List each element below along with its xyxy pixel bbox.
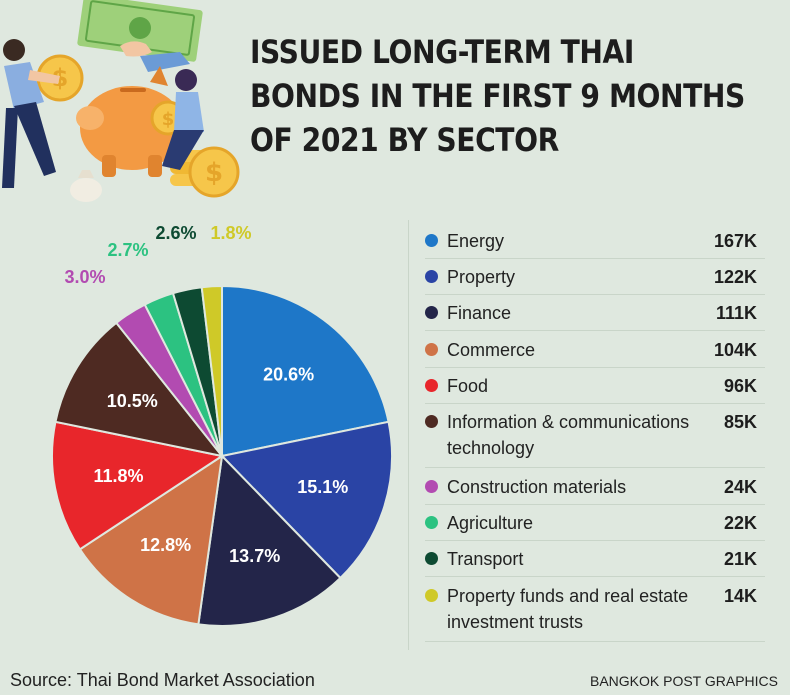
pie-percent-label: 2.6% (155, 223, 196, 243)
pie-percent-label: 2.7% (107, 240, 148, 260)
pie-percent-label: 15.1% (297, 477, 348, 497)
pie-slice-energy (221, 284, 390, 458)
pie-slice-food (51, 420, 225, 551)
legend-swatch-icon (425, 306, 438, 319)
legend-swatch-icon (425, 516, 438, 529)
legend-value: 14K (723, 586, 757, 606)
legend-value: 104K (713, 340, 757, 360)
pie-slice-finance (197, 453, 342, 627)
source-note: Source: Thai Bond Market Association (10, 670, 315, 690)
legend-label: Property (447, 267, 516, 287)
money-bag-icon (70, 170, 102, 202)
pie-percent-label: 12.8% (140, 535, 191, 555)
legend-label: Transport (447, 549, 524, 569)
legend-swatch-icon (425, 480, 438, 493)
pie-percent-label: 3.0% (64, 267, 105, 287)
legend-row-divider (425, 367, 765, 368)
svg-text:$: $ (205, 158, 223, 188)
divider (408, 220, 409, 650)
legend-value: 111K (715, 303, 757, 323)
legend-label: Energy (447, 231, 505, 251)
pie-percent-label: 1.8% (210, 223, 251, 243)
legend-row-divider (425, 294, 765, 295)
pie-slice-information-communications-technology (54, 321, 225, 458)
legend-value: 85K (723, 412, 757, 432)
legend-swatch-icon (425, 415, 438, 428)
title-line: ISSUED LONG-TERM THAI (250, 33, 634, 71)
legend-label: Commerce (447, 340, 536, 360)
svg-text:$: $ (162, 109, 175, 130)
pie-chart: 20.6% 15.1% 13.7% 12.8% 11.8% 10.5% 3.0% 2.7% 2.… (0, 210, 400, 665)
legend-row-divider (425, 641, 765, 642)
legend-row-divider (425, 403, 765, 404)
legend-value: 21K (723, 549, 757, 569)
legend-value: 122K (713, 267, 757, 287)
legend-swatch-icon (425, 270, 438, 283)
pie-percent-label: 13.7% (229, 546, 280, 566)
woman-figure-icon (162, 69, 204, 170)
legend-row-divider (425, 258, 765, 259)
graphics-credit: BANGKOK POST GRAPHICS (589, 673, 778, 689)
pie-percent-label: 10.5% (107, 391, 158, 411)
legend-swatch-icon (425, 343, 438, 356)
chart-title: ISSUED LONG-TERM THAI BONDS IN THE FIRST… (250, 30, 745, 162)
legend-label: Food (447, 376, 489, 396)
pie-slice-property-funds-and-real-estate-investment-trusts (200, 284, 223, 457)
legend-label: Property funds and real estate investmen… (447, 586, 689, 632)
legend-row-divider (425, 467, 765, 468)
legend-swatch-icon (425, 379, 438, 392)
pie-chart-svg: 20.6% 15.1% 13.7% 12.8% 11.8% 10.5% 3.0%2.7% 2.… (51, 223, 393, 627)
legend-value: 167K (713, 231, 757, 251)
legend-swatch-icon (425, 234, 438, 247)
legend-swatch-icon (425, 552, 438, 565)
svg-text:$: $ (52, 64, 69, 92)
title-line: BONDS IN THE FIRST 9 MONTHS (250, 77, 745, 115)
legend-label: Information & communications technology (447, 412, 690, 458)
banknote-icon (77, 0, 203, 62)
legend-value: 96K (723, 376, 757, 396)
title-line: OF 2021 BY SECTOR (250, 121, 559, 159)
pie-percent-label: 20.6% (263, 364, 314, 384)
pie-slice-commerce (78, 453, 224, 626)
legend-label: Construction materials (447, 477, 627, 497)
legend-swatch-icon (425, 589, 438, 602)
pie-percent-label: 11.8% (93, 466, 143, 486)
pie-slice-property (220, 420, 393, 580)
legend-row-divider (425, 576, 765, 577)
money-saving-illustration-icon: $ $ $ (2, 0, 240, 202)
legend-label: Agriculture (447, 513, 534, 533)
legend-row-divider (425, 540, 765, 541)
legend-value: 24K (723, 477, 757, 497)
legend-label: Finance (447, 303, 512, 323)
legend-row-divider (425, 504, 765, 505)
man-figure-icon (2, 39, 60, 188)
legend-row-divider (425, 330, 765, 331)
legend-value: 22K (723, 513, 757, 533)
